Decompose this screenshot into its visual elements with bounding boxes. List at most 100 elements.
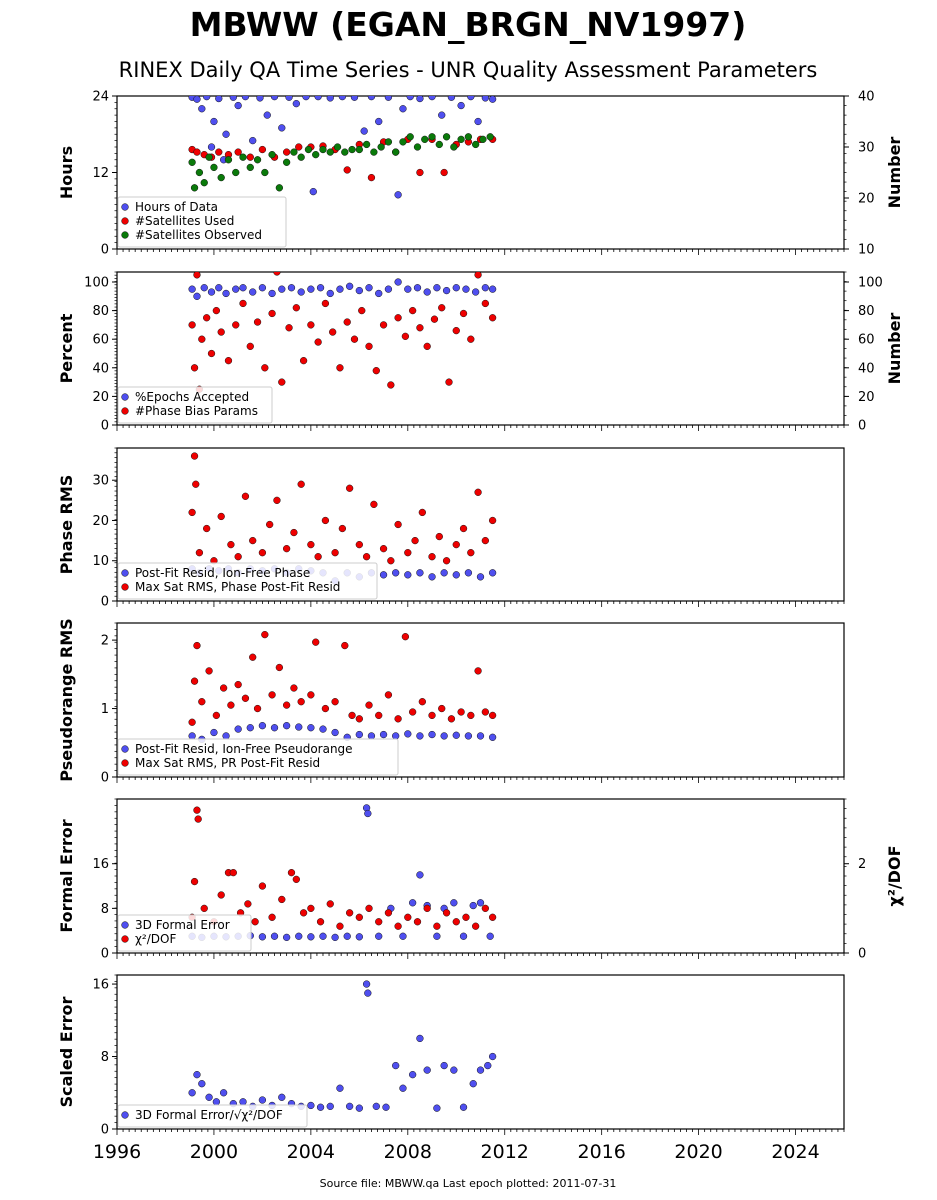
data-point-blue	[268, 289, 276, 298]
data-point-blue	[375, 289, 383, 298]
x-tick-label: 2024	[771, 1141, 819, 1163]
data-point-blue	[302, 96, 310, 101]
data-point-red	[224, 357, 233, 365]
data-point-red	[488, 913, 497, 921]
data-point-red	[370, 500, 378, 509]
data-point-blue	[345, 282, 354, 290]
data-point-red	[312, 638, 320, 646]
legend-marker	[121, 407, 129, 415]
data-point-red	[365, 342, 373, 351]
y2-tick-label: 20	[858, 390, 875, 405]
data-point-blue	[285, 96, 293, 101]
data-point-green	[406, 133, 414, 141]
data-point-red	[193, 641, 201, 650]
data-point-red	[258, 145, 267, 154]
data-point-red	[205, 667, 213, 675]
data-point-blue	[215, 96, 223, 103]
data-point-red	[307, 904, 315, 913]
data-point-green	[210, 163, 218, 172]
y-tick-label: 10	[92, 554, 109, 569]
data-point-red	[219, 684, 228, 692]
data-point-red	[287, 869, 296, 877]
data-point-blue	[457, 101, 465, 110]
data-point-blue	[282, 722, 291, 730]
y-tick-label: 0	[101, 1123, 109, 1138]
data-point-blue	[350, 96, 359, 101]
y2-tick-label: 2	[858, 857, 866, 872]
y-tick-label: 1	[101, 702, 109, 717]
data-point-blue	[438, 111, 446, 119]
legend-label: 3D Formal Error/√χ²/DOF	[135, 1108, 283, 1122]
y-tick-label: 0	[101, 243, 109, 258]
data-point-green	[370, 148, 378, 156]
data-point-red	[375, 711, 383, 720]
data-point-red	[433, 922, 441, 930]
data-point-blue	[222, 130, 230, 138]
data-point-green	[195, 168, 204, 177]
data-point-red	[290, 684, 298, 692]
data-point-blue	[440, 1061, 448, 1070]
y-tick-label: 80	[92, 304, 109, 319]
y-tick-label: 12	[92, 166, 109, 181]
data-point-green	[428, 133, 436, 141]
data-point-red	[326, 900, 334, 908]
y2-axis-label: Number	[885, 137, 904, 209]
data-point-blue	[408, 899, 417, 907]
data-point-red	[275, 663, 284, 672]
data-point-red	[193, 148, 201, 156]
data-point-red	[193, 272, 201, 279]
data-point-blue	[476, 732, 485, 740]
data-point-blue	[331, 728, 339, 737]
data-point-blue	[210, 728, 218, 737]
data-point-blue	[355, 286, 363, 295]
data-point-blue	[367, 732, 376, 740]
data-point-blue	[355, 1104, 363, 1112]
data-point-green	[312, 151, 320, 159]
data-point-red	[343, 318, 351, 326]
data-point-red	[442, 557, 451, 565]
data-point-blue	[404, 730, 412, 738]
legend-marker	[121, 393, 129, 401]
y-tick-label: 2	[101, 634, 109, 649]
y-tick-label: 8	[101, 902, 109, 917]
data-point-red	[307, 540, 315, 549]
data-point-green	[232, 168, 240, 177]
data-point-blue	[462, 285, 470, 293]
data-point-green	[486, 133, 494, 141]
data-point-blue	[484, 1061, 492, 1070]
data-point-green	[362, 140, 371, 149]
data-point-green	[472, 140, 480, 149]
data-point-red	[292, 304, 300, 312]
data-point-red	[416, 324, 424, 332]
data-point-blue	[198, 105, 206, 113]
data-point-red	[350, 335, 359, 343]
data-point-blue	[379, 571, 388, 579]
data-point-blue	[399, 1084, 407, 1092]
data-point-red	[467, 549, 475, 557]
data-point-green	[297, 153, 305, 161]
data-point-blue	[355, 933, 363, 941]
data-point-blue	[488, 733, 497, 741]
data-point-blue	[416, 569, 424, 577]
data-point-red	[249, 653, 257, 661]
data-points	[188, 272, 497, 393]
data-point-red	[481, 536, 489, 545]
data-point-red	[190, 877, 199, 886]
legend-marker	[121, 583, 129, 591]
data-point-red	[413, 918, 422, 926]
data-point-blue	[447, 96, 456, 101]
y-tick-label: 0	[101, 947, 109, 962]
data-point-blue	[219, 1089, 228, 1097]
x-tick-label: 2008	[384, 1141, 432, 1163]
data-point-blue	[488, 1052, 497, 1061]
x-tick-label: 2016	[577, 1141, 625, 1163]
data-point-blue	[399, 105, 407, 113]
legend-box	[117, 1104, 308, 1128]
legend-label: Post-Fit Resid, Ion-Free Pseudorange	[135, 742, 353, 756]
data-point-red	[459, 309, 468, 318]
y2-tick-label: 20	[858, 192, 875, 207]
data-point-blue	[336, 1084, 344, 1092]
data-point-green	[348, 145, 356, 154]
data-point-blue	[459, 1103, 468, 1111]
